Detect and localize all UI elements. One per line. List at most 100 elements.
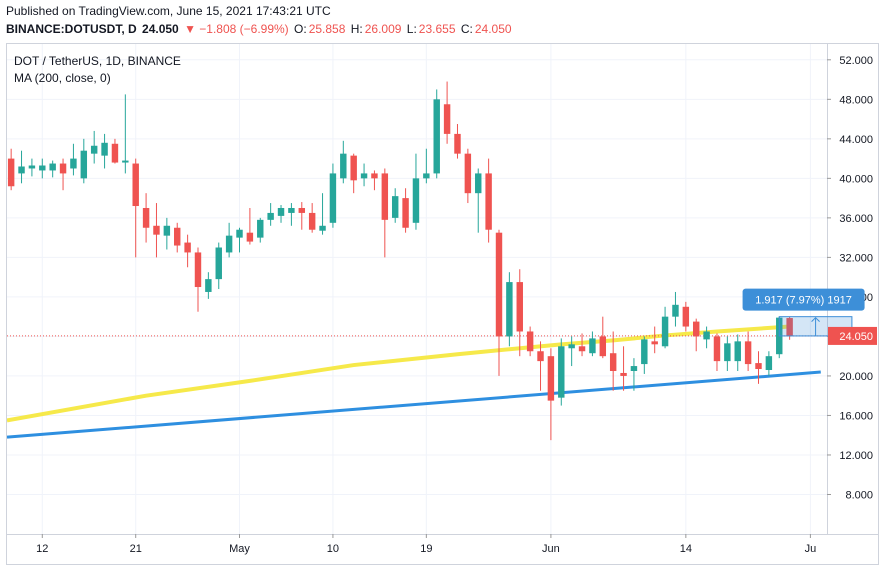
candle-body xyxy=(391,196,399,218)
candle-body xyxy=(132,163,139,207)
candle-body xyxy=(205,279,212,292)
symbol-quote-bar: BINANCE:DOTUSDT, D 24.050 ▼ −1.808 (−6.9… xyxy=(6,22,514,36)
candle-body xyxy=(433,99,440,174)
candle-body xyxy=(371,173,378,179)
candle-body xyxy=(547,356,555,401)
time-axis-label: 10 xyxy=(327,543,339,555)
candle-body xyxy=(620,372,627,376)
candle-body xyxy=(49,163,56,171)
candle-body xyxy=(59,163,67,174)
candle-body xyxy=(464,153,472,194)
measure-label-box xyxy=(742,288,865,311)
time-axis-label: 19 xyxy=(420,543,432,555)
candle-body xyxy=(599,336,607,357)
candle-body xyxy=(90,145,98,154)
candle-body xyxy=(516,282,523,332)
open-value: 25.858 xyxy=(308,22,346,36)
candle-body xyxy=(651,341,658,345)
candle-body xyxy=(703,331,710,340)
time-axis-label: May xyxy=(229,543,250,555)
candle-body xyxy=(18,166,25,174)
candle-body xyxy=(765,356,773,371)
candle-body xyxy=(609,353,617,371)
candle-body xyxy=(350,155,357,181)
ma200-line xyxy=(7,324,790,423)
candle-body xyxy=(215,247,222,280)
price-change: ▼ −1.808 (−6.99%) xyxy=(184,22,289,36)
time-axis-label: 12 xyxy=(36,543,48,555)
candle-body xyxy=(578,346,586,352)
candle-body xyxy=(28,165,36,169)
close-label: C: xyxy=(460,22,473,36)
candle-body xyxy=(661,316,669,347)
candle-body xyxy=(713,336,721,362)
candle-body xyxy=(402,198,409,228)
candle-body xyxy=(423,173,430,179)
price-axis-label: 8.000 xyxy=(845,489,873,501)
published-caption: Published on TradingView.com, June 15, 2… xyxy=(6,4,331,18)
candle-body xyxy=(319,225,326,231)
candle-body xyxy=(329,173,337,223)
close-value: 24.050 xyxy=(474,22,512,36)
candle-body xyxy=(142,207,150,228)
price-axis-label: 12.000 xyxy=(839,450,873,462)
candle-body xyxy=(381,173,389,220)
candle-body xyxy=(277,207,285,216)
candle-body xyxy=(298,207,306,213)
candle-body xyxy=(80,150,88,179)
candle-body xyxy=(454,133,461,154)
candle-body xyxy=(101,142,108,156)
candle-body xyxy=(412,178,420,223)
candle-body xyxy=(786,318,793,336)
candle-body xyxy=(485,173,492,230)
candle-body xyxy=(734,341,741,362)
legend-title: DOT / TetherUS, 1D, BINANCE xyxy=(14,54,181,68)
candle-body xyxy=(122,160,129,163)
candle-body xyxy=(755,363,762,370)
candle-body xyxy=(506,282,513,337)
price-axis-label: 48.000 xyxy=(839,94,873,106)
high-value: 26.009 xyxy=(364,22,402,36)
last-price: 24.050 xyxy=(142,22,179,36)
time-axis-label: 14 xyxy=(680,543,692,555)
high-label: H: xyxy=(350,22,363,36)
candle-body xyxy=(682,306,690,327)
chart-legend: DOT / TetherUS, 1D, BINANCE MA (200, clo… xyxy=(14,53,181,87)
candle-body xyxy=(630,366,638,371)
chart-canvas[interactable]: 8.00012.00016.00020.00024.00028.00032.00… xyxy=(7,44,878,564)
candle-body xyxy=(340,153,347,179)
time-axis-label: 21 xyxy=(130,543,142,555)
candle-body xyxy=(308,212,316,230)
candle-body xyxy=(495,232,503,337)
candle-body xyxy=(744,341,752,365)
candle-body xyxy=(7,158,15,187)
measure-arrow-head xyxy=(811,316,820,323)
candle-body xyxy=(526,331,534,352)
last-price-badge xyxy=(828,326,877,345)
candle-body xyxy=(184,242,191,253)
price-axis-label: 32.000 xyxy=(839,252,873,264)
candle-body xyxy=(236,229,243,238)
candle-body xyxy=(360,173,368,179)
price-axis-label: 16.000 xyxy=(839,410,873,422)
price-axis-label: 20.000 xyxy=(839,371,873,383)
candle-body xyxy=(225,235,233,253)
chart-frame[interactable]: 8.00012.00016.00020.00024.00028.00032.00… xyxy=(6,43,879,565)
candle-body xyxy=(475,173,482,194)
candle-body xyxy=(589,338,596,354)
candle-body xyxy=(672,304,679,317)
last-price-badge-label: 24.050 xyxy=(839,331,873,343)
time-axis-label: Jun xyxy=(542,543,560,555)
price-axis-label: 44.000 xyxy=(839,134,873,146)
candle-body xyxy=(537,351,544,362)
price-axis-label: 36.000 xyxy=(839,213,873,225)
candle-body xyxy=(692,321,700,337)
candle-body xyxy=(70,158,77,169)
candle-body xyxy=(111,143,119,163)
time-axis-label: Ju xyxy=(805,543,817,555)
candle-body xyxy=(163,225,171,236)
legend-ma: MA (200, close, 0) xyxy=(14,71,111,85)
price-axis-label: 52.000 xyxy=(839,55,873,67)
candle-body xyxy=(568,344,575,349)
candle-body xyxy=(641,339,648,365)
